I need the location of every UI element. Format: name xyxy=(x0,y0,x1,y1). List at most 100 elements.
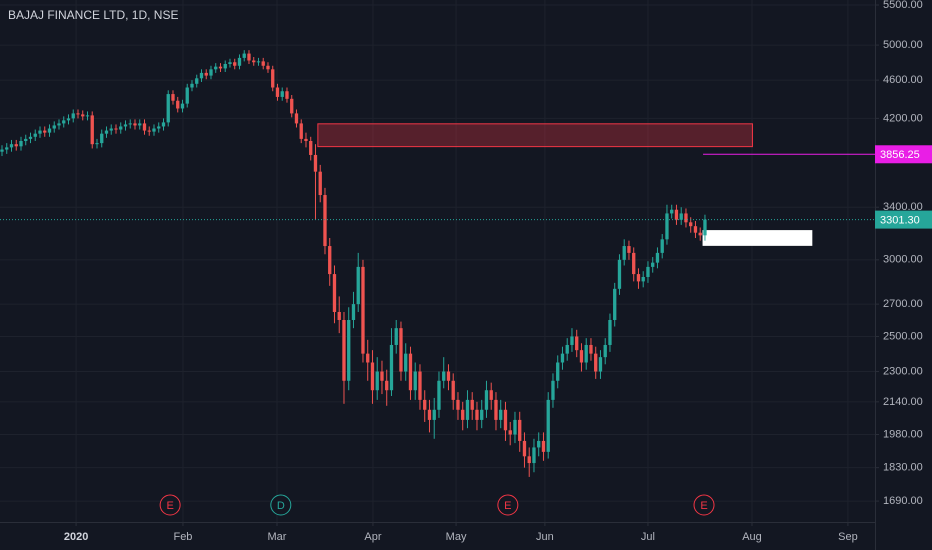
y-tick-label: 2700.00 xyxy=(883,298,923,310)
y-tick-label: 2300.00 xyxy=(883,365,923,377)
candle-body xyxy=(280,91,284,97)
candle-body xyxy=(28,136,33,139)
candle-body xyxy=(138,123,142,126)
candle-body xyxy=(399,328,403,372)
candle-body xyxy=(408,353,413,391)
candle-body xyxy=(214,66,218,70)
candle-body xyxy=(594,353,598,372)
candle-body xyxy=(185,87,189,104)
drawing-box xyxy=(317,123,753,148)
candle-body xyxy=(475,409,479,420)
candle-body xyxy=(5,147,9,150)
event-label: E xyxy=(504,500,511,512)
candle-body xyxy=(85,115,90,117)
candle-body xyxy=(456,399,460,410)
candle-body xyxy=(9,144,14,148)
candle-body xyxy=(299,123,303,139)
candle-body xyxy=(123,124,128,127)
candle-body xyxy=(204,72,208,76)
candle-body xyxy=(646,266,650,277)
candle-body xyxy=(57,123,61,126)
candle-body xyxy=(100,133,104,144)
candle-body xyxy=(370,362,375,391)
candle-body xyxy=(81,114,85,117)
candle-body xyxy=(313,154,318,172)
candle-body xyxy=(304,138,308,141)
candle-body xyxy=(347,319,351,381)
candle-body xyxy=(152,128,156,132)
candle-body xyxy=(252,60,256,63)
event-label: D xyxy=(277,500,285,512)
last-price-tag xyxy=(875,210,932,229)
candle-body xyxy=(290,98,294,114)
candle-body xyxy=(176,100,180,109)
drawing-box xyxy=(702,230,813,246)
plot-area xyxy=(0,50,813,477)
y-tick-label: 1690.00 xyxy=(883,495,923,507)
candle-body xyxy=(380,371,384,381)
candle-body xyxy=(532,447,536,464)
candle-body xyxy=(579,350,584,363)
event-label: E xyxy=(166,500,173,512)
candle-body xyxy=(499,409,503,420)
candle-body xyxy=(665,213,669,240)
candle-body xyxy=(508,430,512,435)
alert-price-tag xyxy=(875,145,932,164)
candle-body xyxy=(104,130,109,134)
candle-body xyxy=(470,399,474,410)
candle-body xyxy=(337,311,341,320)
candle-body xyxy=(114,128,118,130)
candle-body xyxy=(446,371,451,381)
candle-body xyxy=(522,440,527,457)
candle-body xyxy=(603,344,607,358)
chart-title: BAJAJ FINANCE LTD, 1D, NSE xyxy=(8,8,178,22)
candle-body xyxy=(109,128,113,131)
candle-body xyxy=(423,399,427,410)
candle-body xyxy=(294,113,299,124)
candle-body xyxy=(565,344,569,354)
candle-body xyxy=(366,353,370,363)
candle-body xyxy=(318,171,322,196)
candle-body xyxy=(494,399,498,420)
candle-body xyxy=(684,213,688,223)
candle-body xyxy=(670,209,674,214)
candle-body xyxy=(95,143,99,145)
candle-body xyxy=(133,123,137,126)
candle-body xyxy=(14,144,18,147)
candle-body xyxy=(404,353,408,372)
candle-body xyxy=(608,319,612,345)
x-tick-label: Feb xyxy=(173,531,192,543)
y-tick-label: 3000.00 xyxy=(883,254,923,266)
candle-body xyxy=(76,113,80,115)
candle-body xyxy=(575,336,579,351)
candle-body xyxy=(38,130,42,134)
candle-body xyxy=(328,246,332,275)
candle-body xyxy=(375,371,379,391)
candle-body xyxy=(24,138,28,141)
candle-body xyxy=(190,83,194,88)
candle-body xyxy=(62,120,66,124)
candle-body xyxy=(518,419,522,441)
candle-body xyxy=(309,140,313,155)
candle-body xyxy=(242,53,246,58)
candle-body xyxy=(589,344,593,354)
candle-body xyxy=(195,78,199,84)
candle-body xyxy=(480,409,484,420)
candle-body xyxy=(617,259,622,289)
candle-body xyxy=(560,353,565,363)
candle-body xyxy=(461,409,465,420)
x-tick-label: 2020 xyxy=(64,531,88,543)
candle-body xyxy=(442,371,446,381)
candle-body xyxy=(171,94,175,101)
candle-body xyxy=(703,219,707,236)
candle-body xyxy=(180,103,185,109)
candle-body xyxy=(90,115,94,145)
candle-body xyxy=(451,380,455,400)
y-tick-label: 3400.00 xyxy=(883,201,923,213)
candle-body xyxy=(636,274,641,282)
candle-body xyxy=(651,262,655,267)
candle-body xyxy=(119,126,123,130)
y-tick-label: 1830.00 xyxy=(883,462,923,474)
grid xyxy=(0,0,875,522)
candle-body xyxy=(71,113,75,119)
